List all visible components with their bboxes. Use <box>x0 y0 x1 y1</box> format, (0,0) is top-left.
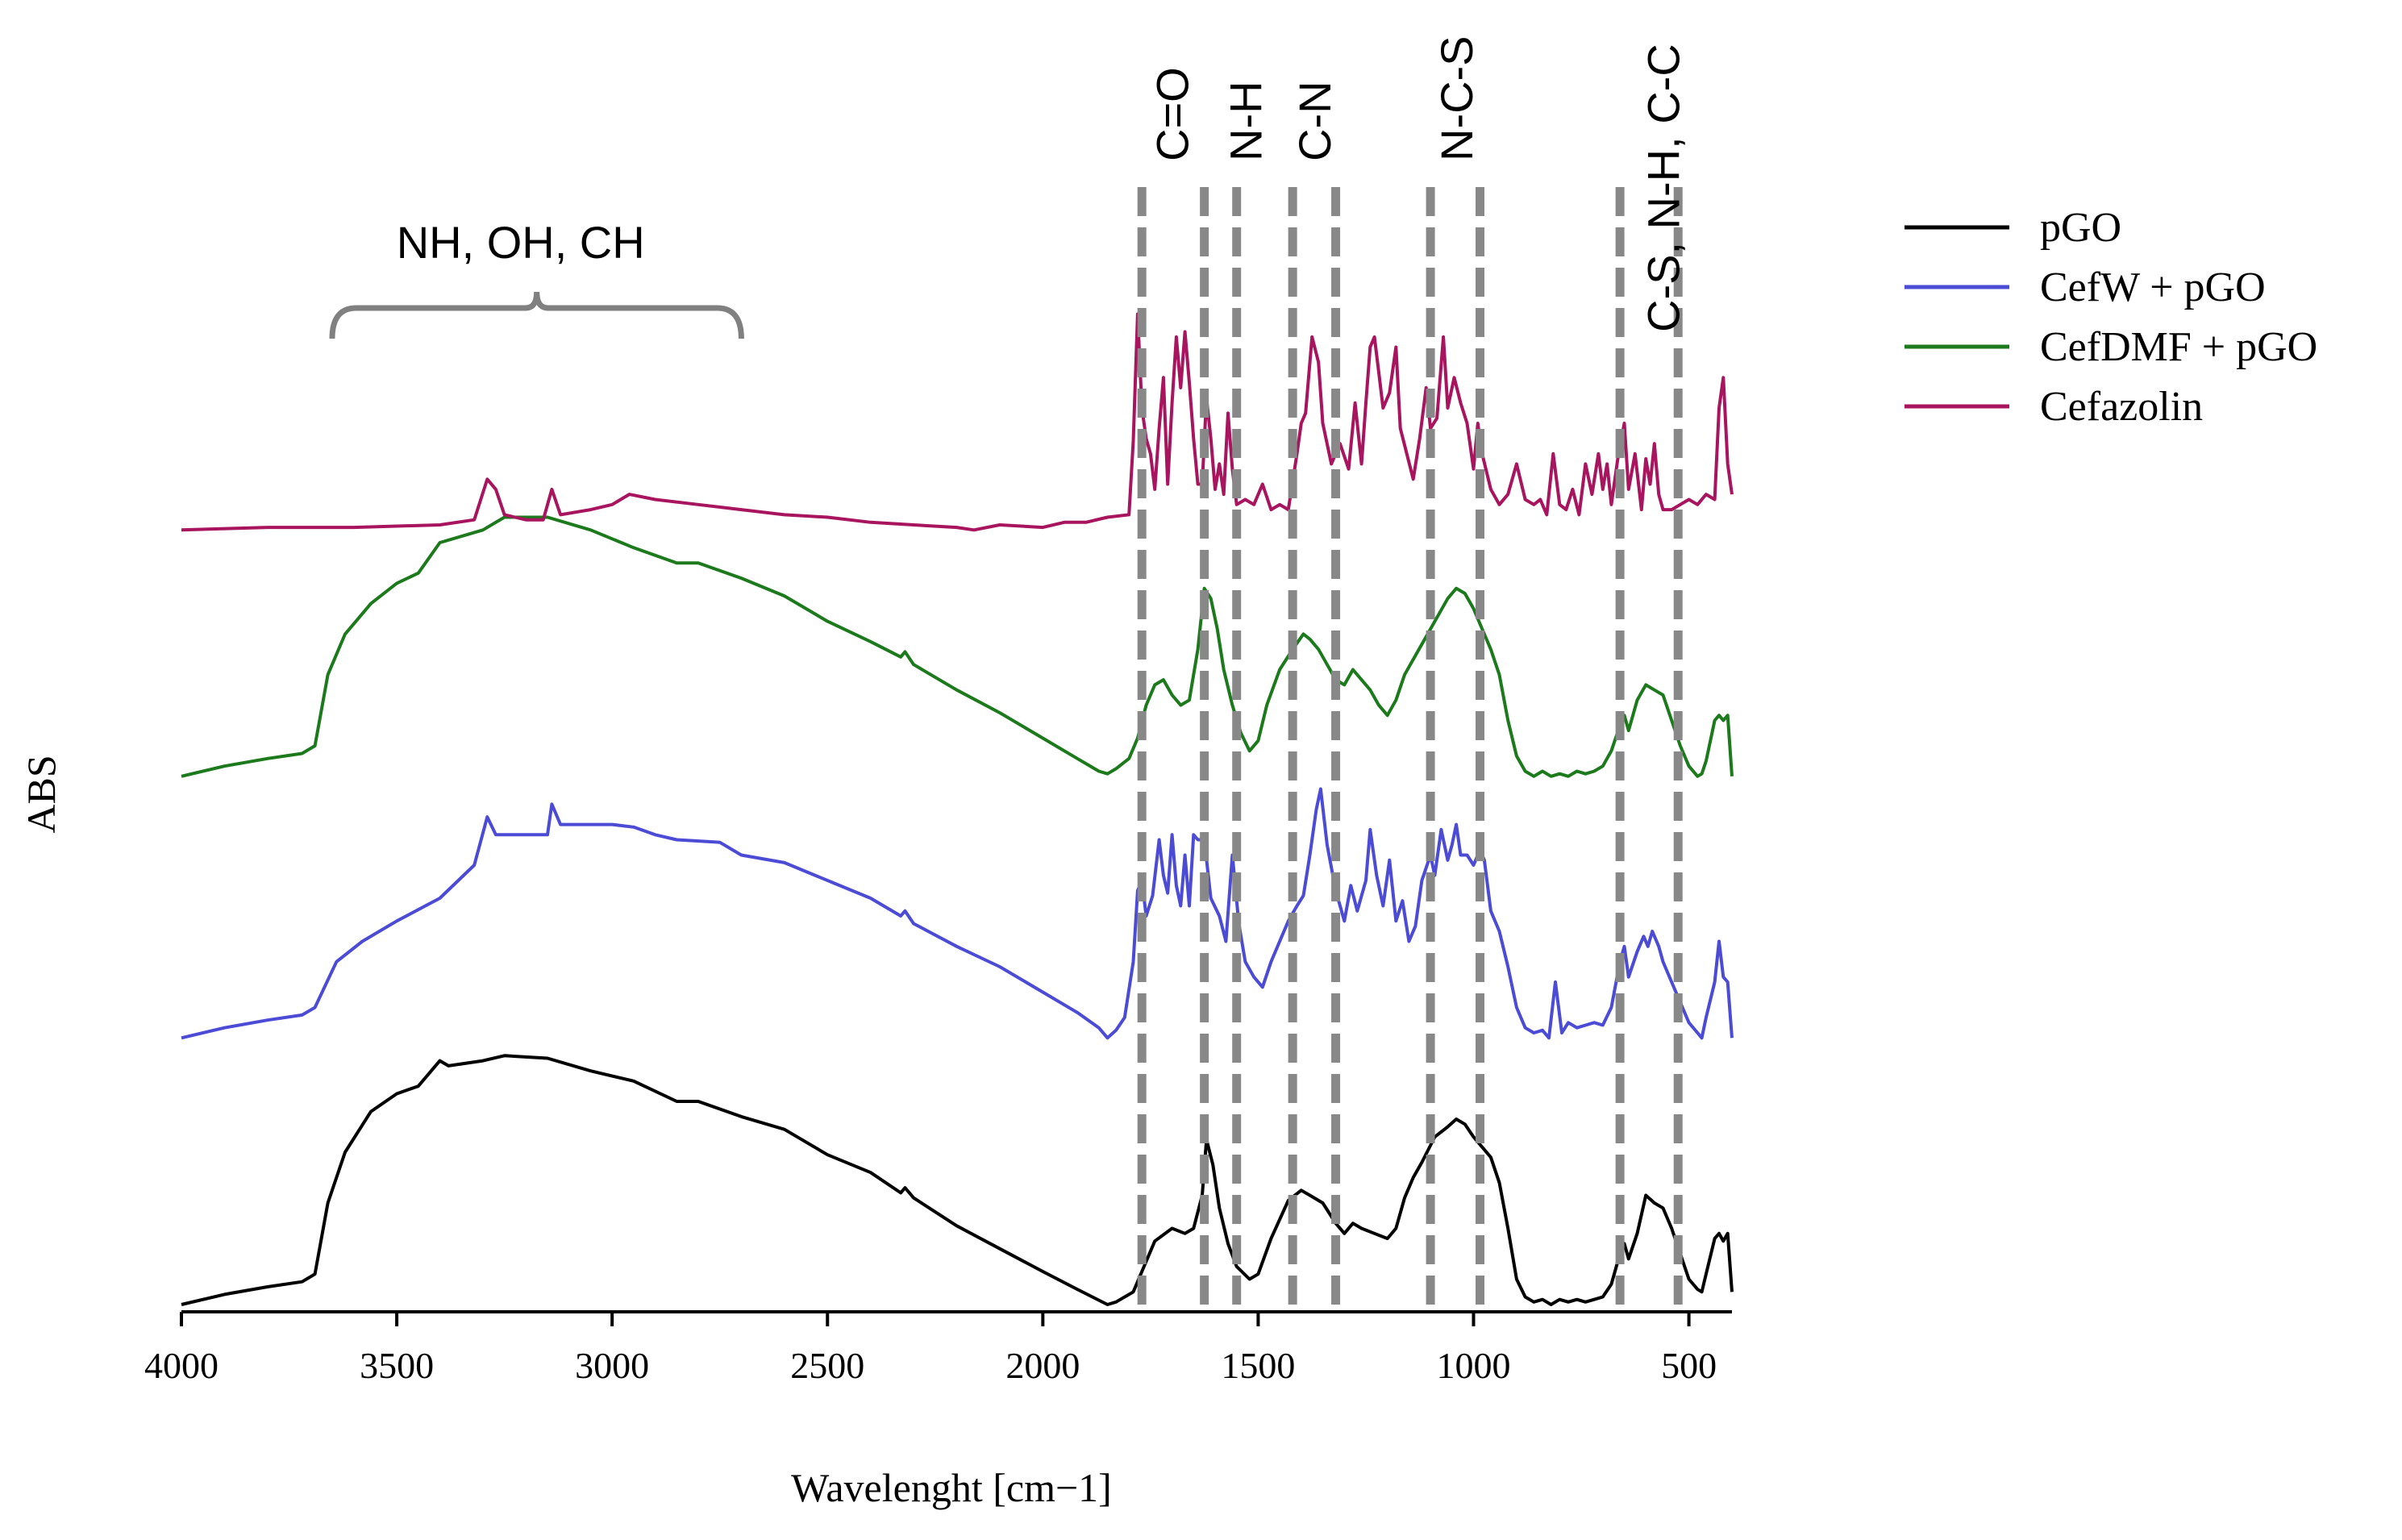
band-label-n-h: N-H <box>1220 81 1271 161</box>
bracket-brace <box>329 291 744 339</box>
annotation-group: NH, OH, CH C=O N-H C-N N-C-S C-S, N-H, C-C <box>329 35 1689 339</box>
legend-label-cefdmf-pgo: CefDMF + pGO <box>2040 324 2317 370</box>
series-line-cefw-pgo <box>181 787 1734 1040</box>
series-line-cefdmf-pgo <box>181 515 1734 778</box>
legend-label-pgo: pGO <box>2040 205 2121 251</box>
series-line-pgo <box>181 1054 1734 1306</box>
band-label-c-s-n-h-c-c: C-S, N-H, C-C <box>1638 44 1689 332</box>
x-tick-label-1500: 1500 <box>1221 1345 1295 1386</box>
x-axis-title: Wavelenght [cm−1] <box>791 1465 1112 1510</box>
band-line-group <box>1137 187 1683 1316</box>
x-tick-label-2500: 2500 <box>790 1345 864 1386</box>
band-label-c-o: C=O <box>1147 67 1198 161</box>
y-axis-title: ABS <box>19 755 64 833</box>
band-label-n-c-s: N-C-S <box>1431 35 1482 161</box>
x-tick-label-2000: 2000 <box>1005 1345 1080 1386</box>
x-tick-label-1000: 1000 <box>1437 1345 1511 1386</box>
legend-label-cefazolin: Cefazolin <box>2040 384 2203 430</box>
x-tick-label-4000: 4000 <box>144 1345 219 1386</box>
x-tick-label-3500: 3500 <box>360 1345 434 1386</box>
band-label-c-n: C-N <box>1289 81 1340 161</box>
series-line-cefazolin <box>181 312 1734 532</box>
legend-label-cefw-pgo: CefW + pGO <box>2040 264 2266 310</box>
x-tick-label-3000: 3000 <box>575 1345 649 1386</box>
axes-group: 4000 3500 3000 2500 2000 1500 1000 500 <box>144 1310 1732 1386</box>
bracket-label: NH, OH, CH <box>397 217 645 268</box>
legend: pGO CefW + pGO CefDMF + pGO Cefazolin <box>1905 205 2317 430</box>
series-group <box>181 312 1734 1306</box>
x-tick-label-500: 500 <box>1661 1345 1717 1386</box>
